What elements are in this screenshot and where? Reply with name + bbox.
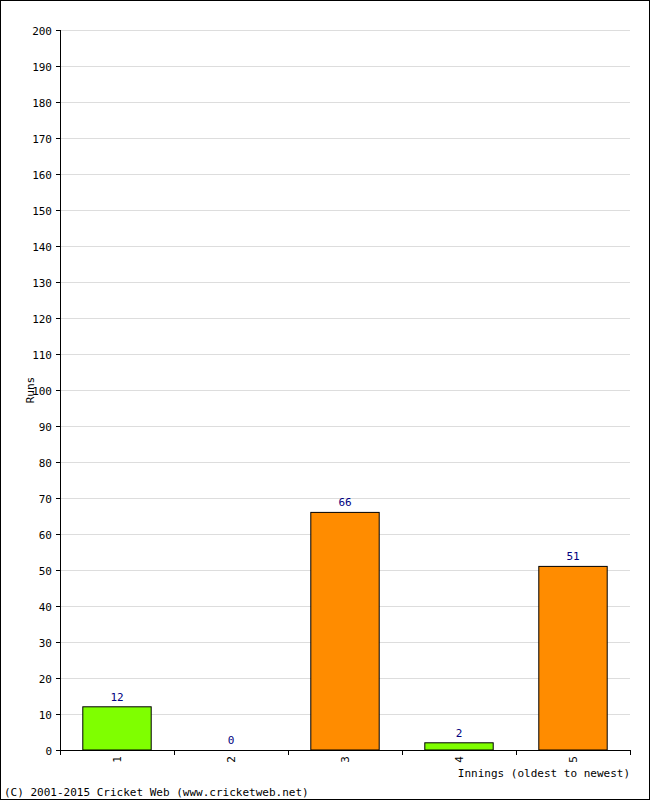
border bbox=[1, 1, 650, 800]
grid-line bbox=[60, 66, 630, 67]
category-divider bbox=[288, 750, 289, 755]
y-tick-label: 10 bbox=[39, 709, 52, 722]
grid-line bbox=[60, 354, 630, 355]
y-tick bbox=[56, 678, 60, 679]
grid-line bbox=[60, 318, 630, 319]
grid-line bbox=[60, 426, 630, 427]
x-axis bbox=[60, 750, 630, 751]
grid-line bbox=[60, 30, 630, 31]
y-tick bbox=[56, 390, 60, 391]
x-tick-label: 1 bbox=[111, 756, 124, 763]
y-tick-label: 20 bbox=[39, 673, 52, 686]
y-tick bbox=[56, 30, 60, 31]
x-tick-label: 4 bbox=[453, 756, 466, 763]
grid-line bbox=[60, 282, 630, 283]
bars bbox=[83, 512, 607, 750]
data-label: 66 bbox=[338, 496, 351, 509]
y-tick bbox=[56, 426, 60, 427]
y-tick-label: 120 bbox=[32, 313, 52, 326]
y-tick-label: 140 bbox=[32, 241, 52, 254]
y-tick-label: 60 bbox=[39, 529, 52, 542]
y-tick-label: 50 bbox=[39, 565, 52, 578]
y-tick-label: 90 bbox=[39, 421, 52, 434]
y-tick bbox=[56, 750, 60, 751]
y-tick-label: 0 bbox=[45, 745, 52, 758]
y-tick bbox=[56, 606, 60, 607]
grid-line bbox=[60, 246, 630, 247]
y-axis bbox=[60, 30, 61, 750]
y-tick bbox=[56, 570, 60, 571]
y-tick-label: 130 bbox=[32, 277, 52, 290]
y-tick bbox=[56, 462, 60, 463]
category-divider bbox=[516, 750, 517, 755]
x-tick-label: 3 bbox=[339, 756, 352, 763]
category-divider bbox=[60, 750, 61, 755]
y-tick-label: 80 bbox=[39, 457, 52, 470]
bar bbox=[539, 566, 607, 750]
y-axis-label: Runs bbox=[24, 377, 37, 404]
y-tick-label: 170 bbox=[32, 133, 52, 146]
data-label: 51 bbox=[566, 550, 579, 563]
grid-line bbox=[60, 390, 630, 391]
y-tick bbox=[56, 534, 60, 535]
grid-line bbox=[60, 750, 630, 751]
y-tick-label: 190 bbox=[32, 61, 52, 74]
y-tick bbox=[56, 642, 60, 643]
y-tick bbox=[56, 498, 60, 499]
bar bbox=[197, 750, 265, 751]
x-axis-label: Innings (oldest to newest) bbox=[458, 767, 630, 780]
grid-line bbox=[60, 462, 630, 463]
y-tick-label: 160 bbox=[32, 169, 52, 182]
x-tick-label: 5 bbox=[567, 756, 580, 763]
bar bbox=[425, 743, 493, 750]
grid-line bbox=[60, 210, 630, 211]
category-divider bbox=[402, 750, 403, 755]
chart-container: 0102030405060708090100110120130140150160… bbox=[0, 0, 650, 800]
data-label: 2 bbox=[456, 727, 463, 740]
grid-line bbox=[60, 102, 630, 103]
bar bbox=[83, 707, 151, 750]
category-divider bbox=[630, 750, 631, 755]
data-label: 0 bbox=[228, 734, 235, 747]
x-tick-label: 2 bbox=[225, 756, 238, 763]
y-tick bbox=[56, 354, 60, 355]
y-tick bbox=[56, 246, 60, 247]
grid-line bbox=[60, 174, 630, 175]
y-tick-label: 110 bbox=[32, 349, 52, 362]
y-tick-label: 40 bbox=[39, 601, 52, 614]
y-tick bbox=[56, 318, 60, 319]
copyright: (C) 2001-2015 Cricket Web (www.cricketwe… bbox=[4, 786, 309, 799]
y-tick bbox=[56, 210, 60, 211]
y-tick bbox=[56, 66, 60, 67]
y-tick-label: 70 bbox=[39, 493, 52, 506]
bar bbox=[311, 512, 379, 750]
y-tick-label: 200 bbox=[32, 25, 52, 38]
data-label: 12 bbox=[110, 691, 123, 704]
y-tick bbox=[56, 102, 60, 103]
y-tick-label: 30 bbox=[39, 637, 52, 650]
y-tick bbox=[56, 138, 60, 139]
y-tick-label: 180 bbox=[32, 97, 52, 110]
category-divider bbox=[174, 750, 175, 755]
grid-line bbox=[60, 138, 630, 139]
y-tick bbox=[56, 714, 60, 715]
y-tick bbox=[56, 282, 60, 283]
y-tick-label: 150 bbox=[32, 205, 52, 218]
grid bbox=[60, 31, 630, 751]
chart-svg: 0102030405060708090100110120130140150160… bbox=[0, 0, 650, 800]
y-tick bbox=[56, 174, 60, 175]
